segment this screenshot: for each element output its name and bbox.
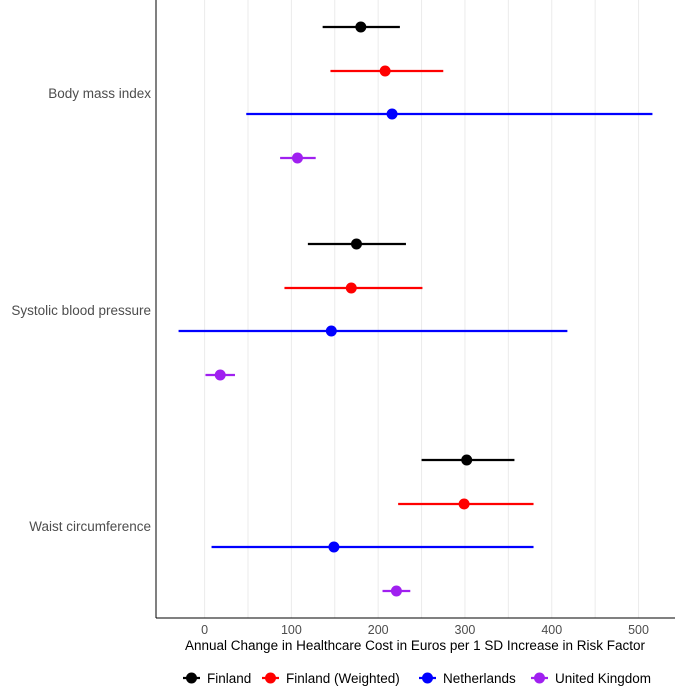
legend-label-finland-weighted: Finland (Weighted) bbox=[286, 671, 400, 686]
grid-lines bbox=[204, 0, 640, 618]
x-tick-labels: 0 100 200 300 400 500 bbox=[201, 623, 649, 637]
legend-label-netherlands: Netherlands bbox=[443, 671, 516, 686]
point-finland-body-mass-index bbox=[355, 21, 367, 33]
point-united-kingdom-body-mass-index bbox=[291, 152, 303, 164]
legend-key-point-netherlands bbox=[422, 672, 433, 684]
point-united-kingdom-systolic-blood-pressure bbox=[214, 369, 226, 381]
x-tick-label-300: 300 bbox=[455, 623, 476, 637]
legend-key-point-finland bbox=[186, 672, 197, 684]
point-united-kingdom-waist-circumference bbox=[390, 585, 402, 597]
point-netherlands-waist-circumference bbox=[328, 541, 340, 553]
legend-label-finland: Finland bbox=[207, 671, 251, 686]
legend: Finland Finland (Weighted) Netherlands Unit… bbox=[183, 671, 651, 686]
category-label-body-mass-index: Body mass index bbox=[48, 86, 151, 101]
category-label-waist-circumference: Waist circumference bbox=[29, 519, 151, 534]
point-estimates bbox=[214, 21, 473, 597]
category-label-systolic-blood-pressure: Systolic blood pressure bbox=[11, 303, 151, 318]
point-finland-weighted-systolic-blood-pressure bbox=[345, 282, 357, 294]
x-tick-label-500: 500 bbox=[628, 623, 649, 637]
legend-item-finland-weighted: Finland (Weighted) bbox=[262, 671, 400, 686]
x-axis-title: Annual Change in Healthcare Cost in Euro… bbox=[185, 638, 645, 653]
x-tick-label-0: 0 bbox=[201, 623, 208, 637]
legend-label-united-kingdom: United Kingdom bbox=[555, 671, 651, 686]
legend-item-united-kingdom: United Kingdom bbox=[531, 671, 651, 686]
point-finland-weighted-waist-circumference bbox=[458, 498, 470, 510]
point-finland-systolic-blood-pressure bbox=[350, 238, 362, 250]
error-bars bbox=[178, 25, 653, 593]
legend-key-point-united-kingdom bbox=[534, 672, 545, 684]
x-tick-label-400: 400 bbox=[541, 623, 562, 637]
legend-item-finland: Finland bbox=[183, 671, 251, 686]
point-finland-waist-circumference bbox=[461, 454, 473, 466]
x-tick-label-200: 200 bbox=[368, 623, 389, 637]
point-finland-weighted-body-mass-index bbox=[379, 65, 391, 77]
legend-item-netherlands: Netherlands bbox=[419, 671, 516, 686]
point-netherlands-body-mass-index bbox=[386, 108, 398, 120]
x-tick-label-100: 100 bbox=[281, 623, 302, 637]
category-labels: Body mass index Systolic blood pressure Wa… bbox=[11, 86, 151, 534]
legend-key-point-finland-weighted bbox=[265, 672, 276, 684]
point-netherlands-systolic-blood-pressure bbox=[325, 325, 337, 337]
